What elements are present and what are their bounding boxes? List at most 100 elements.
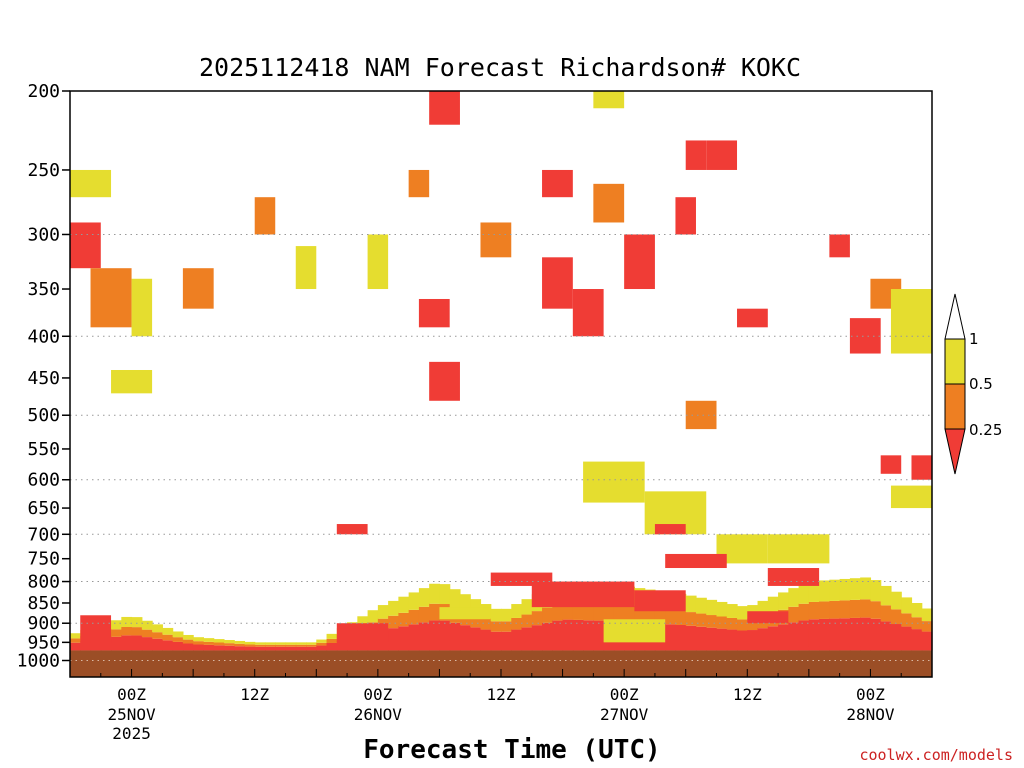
boundary-layer-cell	[121, 616, 133, 627]
richardson-region-cell	[829, 234, 850, 258]
richardson-region-cell	[737, 308, 768, 328]
y-tick-label: 350	[27, 279, 60, 300]
boundary-layer-cell	[172, 637, 184, 642]
richardson-region-cell	[336, 623, 389, 643]
y-tick-label: 200	[27, 81, 60, 102]
boundary-layer-cell	[860, 617, 872, 651]
boundary-layer-cell	[152, 638, 163, 651]
boundary-layer-cell	[213, 642, 225, 646]
richardson-region-cell	[408, 169, 430, 198]
boundary-layer-cell	[306, 644, 317, 647]
y-tick-label: 500	[27, 405, 60, 426]
richardson-region-cell	[429, 361, 460, 401]
boundary-layer-cell	[767, 626, 779, 651]
boundary-layer-cell	[901, 613, 913, 627]
boundary-layer-cell	[593, 604, 605, 621]
richardson-region-cell	[880, 455, 902, 474]
boundary-layer-cell	[726, 604, 738, 618]
boundary-layer-cell	[162, 627, 174, 635]
richardson-region-cell	[849, 318, 881, 354]
richardson-region-cell	[767, 568, 820, 586]
boundary-layer-cell	[264, 646, 276, 651]
boundary-layer-cell	[706, 627, 718, 651]
boundary-layer-cell	[788, 588, 800, 607]
boundary-layer-cell	[449, 622, 461, 651]
boundary-layer-cell	[316, 645, 328, 651]
boundary-layer-cell	[121, 635, 133, 651]
boundary-layer-cell	[624, 605, 636, 622]
boundary-layer-cell	[583, 603, 594, 621]
boundary-layer-cell	[767, 596, 779, 613]
boundary-layer-cell	[726, 629, 738, 651]
boundary-layer-cell	[490, 608, 502, 622]
boundary-layer-cell	[695, 626, 707, 651]
boundary-layer-cell	[480, 629, 492, 651]
boundary-layer-cell	[911, 617, 923, 630]
boundary-layer-cell	[398, 626, 410, 651]
richardson-region-cell	[767, 534, 830, 564]
boundary-layer-cell	[531, 611, 543, 626]
boundary-layer-cell	[439, 620, 451, 651]
boundary-layer-cell	[542, 607, 553, 623]
boundary-layer-cell	[654, 608, 666, 624]
boundary-layer-cell	[295, 642, 307, 645]
boundary-layer-cell	[511, 604, 523, 618]
boundary-layer-cell	[921, 621, 933, 632]
boundary-layer-cell	[778, 624, 789, 651]
richardson-region-cell	[367, 234, 389, 290]
boundary-layer-cell	[778, 592, 789, 610]
boundary-layer-cell	[798, 603, 810, 621]
boundary-layer-cell	[747, 630, 759, 651]
boundary-layer-cell	[808, 601, 820, 620]
boundary-layer-cell	[644, 607, 656, 624]
boundary-layer-cell	[470, 627, 482, 651]
boundary-layer-cell	[470, 599, 482, 615]
boundary-layer-cell	[860, 577, 872, 600]
boundary-layer-cell	[716, 628, 728, 651]
richardson-region-cell	[131, 278, 153, 337]
boundary-layer-cell	[193, 644, 205, 651]
richardson-region-cell	[542, 257, 573, 309]
boundary-layer-cell	[100, 638, 112, 651]
boundary-layer-cell	[172, 631, 184, 638]
y-tick-label: 950	[27, 632, 60, 653]
boundary-layer-cell	[747, 618, 759, 631]
boundary-layer-cell	[716, 601, 728, 617]
richardson-region-cell	[70, 169, 112, 198]
boundary-layer-cell	[583, 620, 594, 651]
x-tick-date: 26NOV	[354, 705, 403, 724]
boundary-layer-cell	[685, 595, 697, 613]
boundary-layer-cell	[275, 644, 287, 647]
richardson-region-cell	[439, 607, 491, 620]
boundary-layer-cell	[388, 615, 399, 629]
chart-title: 2025112418 NAM Forecast Richardson# KOKC	[199, 53, 801, 82]
richardson-region-cell	[583, 461, 645, 503]
boundary-layer-cell	[829, 600, 841, 619]
boundary-layer-cell	[131, 627, 143, 636]
x-tick-date: 27NOV	[600, 705, 649, 724]
boundary-layer-cell	[542, 622, 553, 651]
boundary-layer-cell	[418, 622, 430, 651]
boundary-layer-cell	[326, 642, 338, 651]
boundary-layer-cell	[757, 600, 769, 616]
richardson-region-cell	[685, 400, 717, 430]
y-tick-label: 250	[27, 160, 60, 181]
richardson-region-cell	[706, 140, 738, 170]
boundary-layer-cell	[223, 643, 235, 646]
boundary-layer-cell	[244, 644, 256, 647]
boundary-layer-cell	[490, 621, 502, 632]
boundary-layer-cell	[152, 632, 163, 639]
boundary-layer-cell	[511, 629, 523, 651]
boundary-layer-cell	[890, 609, 902, 625]
richardson-region-cell	[295, 246, 317, 290]
boundary-layer-cell	[295, 644, 307, 647]
richardson-region-cell	[603, 619, 666, 643]
source-credit: coolwx.com/models	[859, 746, 1013, 764]
boundary-layer-cell	[70, 638, 81, 643]
richardson-region-cell	[80, 615, 112, 643]
boundary-layer-cell	[131, 617, 143, 628]
boundary-layer-cell	[70, 633, 81, 639]
richardson-region-cell	[429, 91, 460, 125]
richardson-region-cell	[480, 222, 512, 258]
